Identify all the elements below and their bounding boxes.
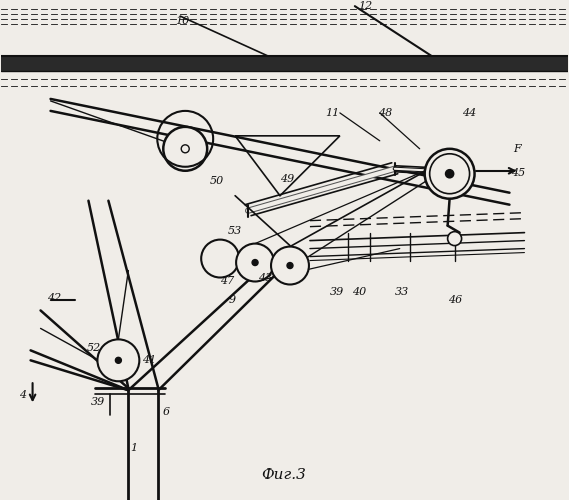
Circle shape [182,145,189,153]
Circle shape [271,246,309,284]
Text: 44: 44 [461,108,476,118]
Text: 4: 4 [19,390,26,400]
Text: 50: 50 [210,176,224,186]
Circle shape [236,244,274,282]
Text: 33: 33 [395,288,409,298]
Text: 43: 43 [258,272,273,282]
Circle shape [116,358,121,364]
Text: 48: 48 [378,108,392,118]
Text: 40: 40 [352,288,366,298]
Text: 47: 47 [220,276,234,285]
Text: 39: 39 [90,397,105,407]
Circle shape [97,340,139,382]
Text: 6: 6 [162,407,170,417]
Text: 41: 41 [142,356,156,366]
Text: 1: 1 [130,443,138,453]
Circle shape [163,127,207,171]
Text: 49: 49 [280,174,294,184]
Text: 53: 53 [228,226,242,235]
Text: 42: 42 [47,294,61,304]
Circle shape [252,260,258,266]
Text: 9: 9 [228,296,235,306]
Text: 45: 45 [512,168,526,178]
Text: Фиг.3: Фиг.3 [262,468,307,482]
Text: 10: 10 [175,16,189,26]
Text: 52: 52 [86,344,101,353]
Text: F: F [513,144,521,154]
Circle shape [430,154,469,194]
Bar [1,56,568,71]
Circle shape [424,149,475,198]
Circle shape [287,262,293,268]
Text: 46: 46 [448,296,462,306]
Circle shape [201,240,239,278]
Circle shape [446,170,453,177]
Text: 11: 11 [325,108,339,118]
Text: 12: 12 [358,1,372,11]
Circle shape [448,232,461,245]
Text: 39: 39 [330,288,344,298]
